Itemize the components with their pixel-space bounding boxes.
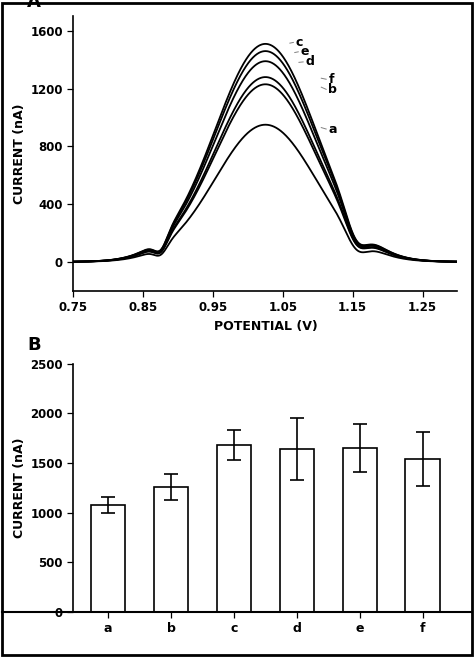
Bar (154, 487, 188, 612)
Text: a: a (328, 122, 337, 136)
Bar (405, 459, 440, 612)
Text: A: A (27, 0, 41, 11)
Bar (217, 445, 251, 612)
Bar (280, 449, 314, 612)
X-axis label: POTENTIAL (V): POTENTIAL (V) (214, 320, 317, 333)
Text: f: f (328, 73, 334, 86)
Bar (343, 448, 377, 612)
Y-axis label: CURRENT (nA): CURRENT (nA) (13, 103, 26, 204)
Text: e: e (301, 45, 309, 59)
Text: c: c (295, 36, 303, 49)
Y-axis label: CURRENT (nA): CURRENT (nA) (13, 438, 26, 538)
Text: b: b (328, 83, 337, 96)
Bar (91, 505, 126, 612)
Text: B: B (27, 336, 41, 354)
Text: d: d (305, 55, 314, 68)
